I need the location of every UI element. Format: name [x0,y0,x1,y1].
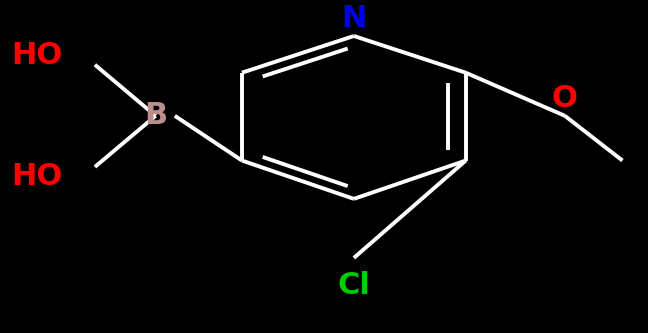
Text: HO: HO [12,162,63,191]
Text: N: N [341,4,367,33]
Text: B: B [144,101,167,130]
Text: HO: HO [12,41,63,70]
Text: O: O [552,84,578,113]
Text: Cl: Cl [338,271,370,300]
